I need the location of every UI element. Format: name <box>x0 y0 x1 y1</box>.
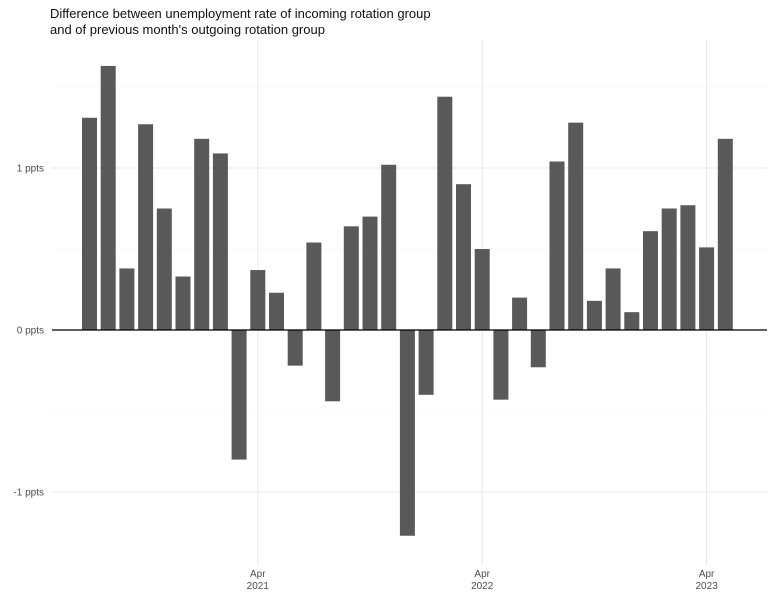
chart-title-line-2: and of previous month's outgoing rotatio… <box>50 22 325 37</box>
x-tick-label-month: Apr <box>474 569 490 580</box>
x-tick-label-month: Apr <box>250 569 266 580</box>
bar <box>212 153 228 330</box>
bar <box>605 268 621 330</box>
bar <box>100 65 116 330</box>
bar <box>493 330 509 400</box>
bar <box>269 292 284 330</box>
x-tick-label-year: 2022 <box>471 581 494 592</box>
bar <box>624 312 640 330</box>
bar <box>138 124 154 330</box>
bar <box>530 330 546 368</box>
bars <box>82 65 733 536</box>
bar <box>568 122 584 330</box>
bar <box>175 276 191 330</box>
bar <box>512 297 528 330</box>
bar <box>306 242 322 330</box>
bar <box>661 208 677 330</box>
bar <box>586 300 602 330</box>
bar <box>437 96 453 330</box>
bar <box>250 270 266 330</box>
bar <box>717 138 733 330</box>
bar <box>343 226 359 330</box>
bar <box>399 330 415 536</box>
bar <box>643 231 658 330</box>
bar <box>231 330 247 460</box>
bar <box>474 249 490 330</box>
bar <box>418 330 434 395</box>
x-tick-label-month: Apr <box>699 569 715 580</box>
bar <box>287 330 303 366</box>
y-tick-label: 0 ppts <box>17 326 44 337</box>
bar <box>680 205 696 330</box>
bar <box>119 268 135 330</box>
chart-title-line-1: Difference between unemployment rate of … <box>50 6 431 21</box>
bar <box>549 161 565 330</box>
bar <box>325 330 341 402</box>
bar <box>194 138 210 330</box>
bar <box>82 117 97 330</box>
bar <box>156 208 172 330</box>
bar <box>456 184 471 330</box>
y-tick-label: 1 ppts <box>17 164 44 175</box>
bar <box>362 216 378 330</box>
x-tick-label-year: 2021 <box>247 581 270 592</box>
x-tick-label-year: 2023 <box>695 581 718 592</box>
bar <box>699 247 715 330</box>
y-tick-label: -1 ppts <box>13 488 44 499</box>
bar <box>381 164 397 330</box>
chart-title: Difference between unemployment rate of … <box>50 6 750 38</box>
